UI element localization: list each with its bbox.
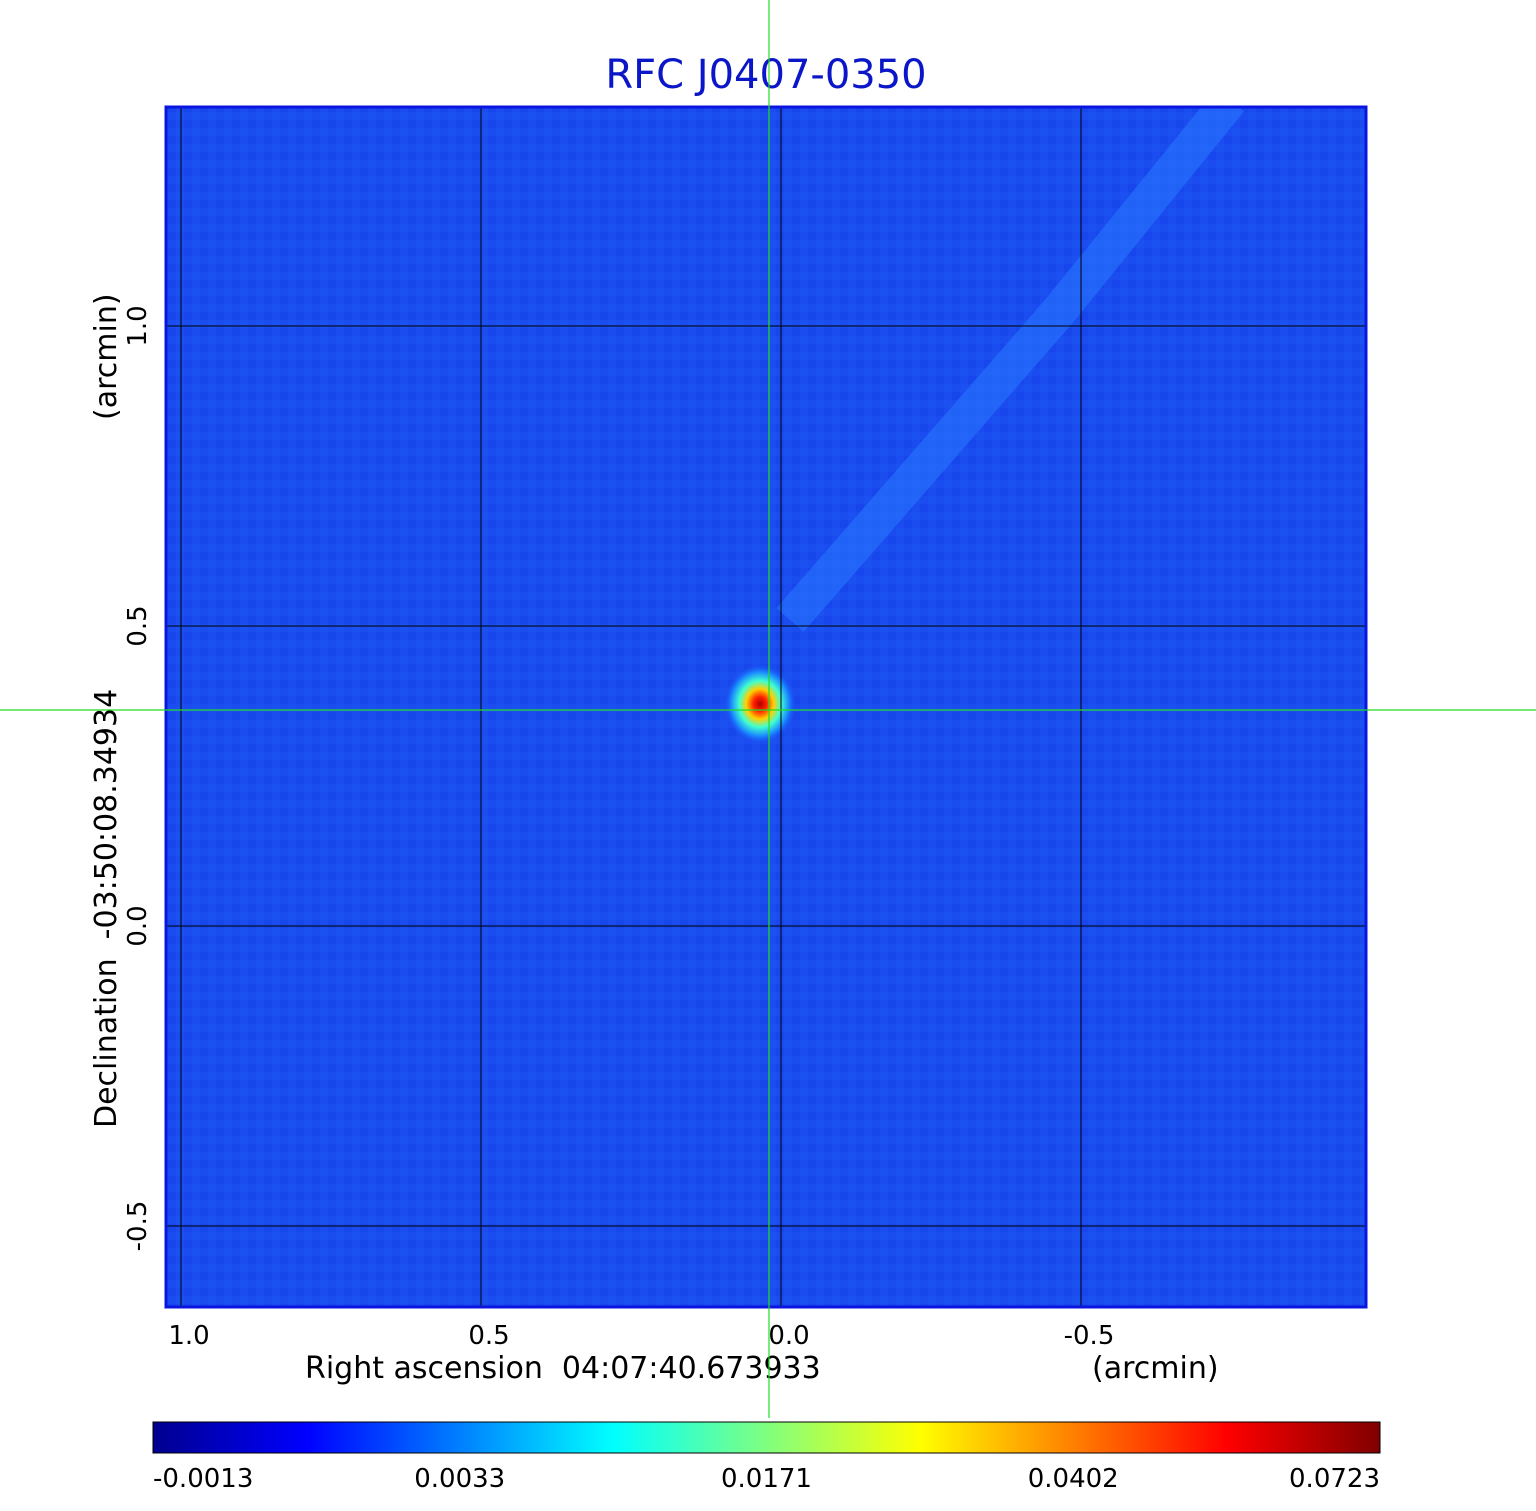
colorbar-tick-label: 0.0033 bbox=[414, 1464, 505, 1494]
x-axis-label: Right ascension 04:07:40.673933 bbox=[305, 1351, 821, 1386]
y-tick-label: 0.5 bbox=[123, 605, 153, 646]
crosshair bbox=[0, 0, 1536, 1418]
colorbar-tick-labels: -0.0013 0.0033 0.0171 0.0402 0.0723 bbox=[153, 1464, 1380, 1494]
x-axis-unit: (arcmin) bbox=[1092, 1351, 1219, 1386]
image-area bbox=[166, 107, 1366, 1307]
sidelobe-ridge bbox=[776, 107, 1244, 632]
y-tick-labels: -0.5 0.0 0.5 1.0 bbox=[123, 305, 153, 1251]
x-tick-label: 0.5 bbox=[468, 1321, 509, 1351]
colorbar: -0.0013 0.0033 0.0171 0.0402 0.0723 bbox=[152, 1421, 1381, 1494]
y-tick-label: 1.0 bbox=[123, 305, 153, 346]
colorbar-tick-label: -0.0013 bbox=[153, 1464, 253, 1494]
x-tick-labels: 1.0 0.5 0.0 -0.5 bbox=[168, 1321, 1114, 1351]
chart-title: RFC J0407-0350 bbox=[605, 52, 926, 98]
colorbar-tick-label: 0.0723 bbox=[1289, 1464, 1380, 1494]
colorbar-tick-label: 0.0171 bbox=[721, 1464, 812, 1494]
colorbar-tick-label: 0.0402 bbox=[1028, 1464, 1119, 1494]
colorbar-gradient bbox=[152, 1421, 1381, 1454]
grid bbox=[166, 107, 1366, 1307]
source-peak bbox=[724, 664, 796, 744]
y-axis-label: Declination -03:50:08.34934 bbox=[89, 689, 124, 1128]
x-tick-label: 0.0 bbox=[768, 1321, 809, 1351]
y-tick-label: -0.5 bbox=[123, 1201, 153, 1252]
y-axis-unit: (arcmin) bbox=[89, 293, 124, 420]
y-tick-label: 0.0 bbox=[123, 905, 153, 946]
x-tick-label: 1.0 bbox=[168, 1321, 209, 1351]
x-tick-label: -0.5 bbox=[1064, 1321, 1115, 1351]
plot-frame bbox=[164, 105, 1368, 1309]
